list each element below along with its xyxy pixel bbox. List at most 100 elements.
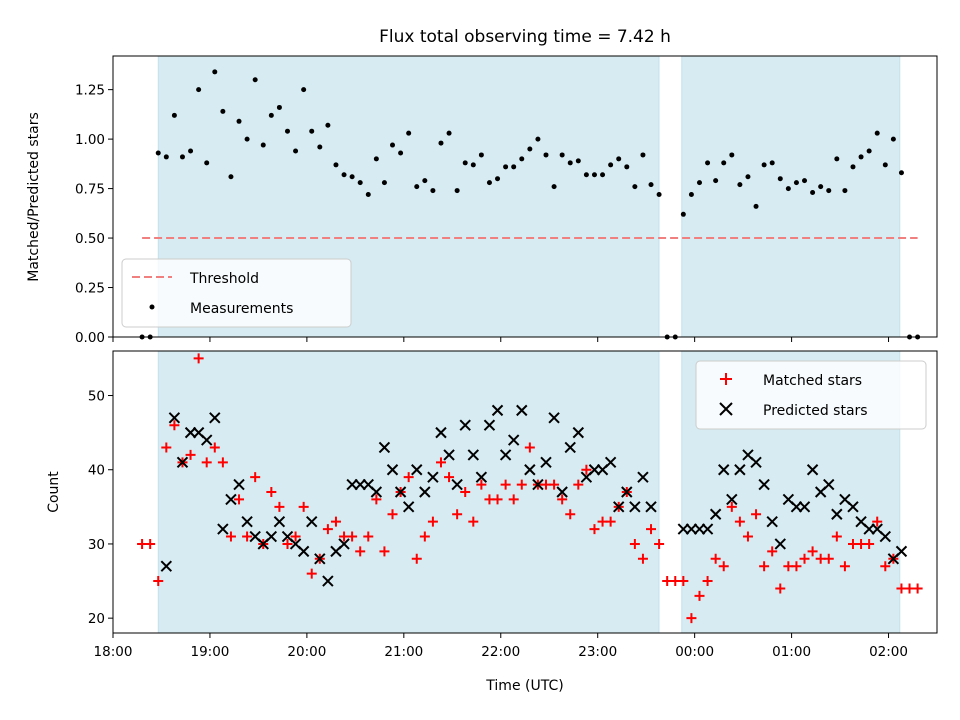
predicted-stars-point bbox=[895, 545, 908, 558]
matched-stars-point bbox=[718, 561, 729, 572]
predicted-stars-point bbox=[774, 538, 786, 550]
x-tick-label: 02:00 bbox=[869, 644, 908, 660]
predicted-stars-point bbox=[604, 456, 617, 469]
predicted-stars-point bbox=[378, 441, 391, 454]
predicted-stars-point bbox=[233, 478, 245, 491]
predicted-stars-point bbox=[451, 478, 463, 491]
matched-stars-point bbox=[549, 479, 560, 490]
measurement-point bbox=[373, 156, 379, 162]
predicted-stars-point bbox=[402, 501, 415, 513]
predicted-stars-point bbox=[564, 441, 576, 454]
predicted-stars-point bbox=[613, 501, 625, 513]
matched-stars-point bbox=[678, 576, 689, 587]
predicted-stars-point bbox=[338, 538, 350, 550]
measurement-point bbox=[575, 158, 581, 164]
matched-stars-point bbox=[637, 553, 648, 564]
measurement-point bbox=[802, 178, 808, 184]
matched-stars-point bbox=[557, 494, 568, 505]
predicted-stars-point bbox=[435, 426, 447, 439]
matched-stars-point bbox=[839, 561, 850, 572]
predicted-stars-point bbox=[241, 515, 253, 528]
measurement-point bbox=[680, 211, 686, 217]
measurement-point bbox=[729, 152, 735, 158]
x-axis-label: Time (UTC) bbox=[485, 678, 563, 694]
measurement-point bbox=[842, 188, 848, 194]
measurement-point bbox=[559, 152, 565, 158]
matched-stars-point bbox=[274, 501, 285, 512]
bottom-y-axis-label: Count bbox=[46, 471, 62, 513]
measurement-point bbox=[179, 154, 185, 160]
predicted-stars-point bbox=[160, 560, 173, 572]
measurement-point bbox=[527, 146, 533, 152]
y-tick-label: 40 bbox=[88, 463, 105, 479]
measurement-point bbox=[511, 164, 517, 170]
measurement-point bbox=[793, 180, 799, 186]
predicted-stars-point bbox=[823, 478, 835, 491]
legend-matched-swatch bbox=[720, 373, 732, 385]
measurement-point bbox=[858, 154, 864, 160]
measurement-point bbox=[478, 152, 484, 158]
predicted-stars-point bbox=[806, 464, 819, 476]
predicted-stars-point bbox=[427, 471, 439, 483]
bottom-legend-box bbox=[695, 360, 927, 430]
legend-matched-label: Matched stars bbox=[763, 373, 862, 389]
predicted-stars-point bbox=[225, 493, 237, 506]
top-y-axis-label: Matched/Predicted stars bbox=[26, 112, 42, 282]
matched-stars-point bbox=[435, 457, 446, 468]
matched-stars-point bbox=[605, 516, 616, 527]
observing-window-shading bbox=[157, 350, 660, 634]
matched-stars-point bbox=[565, 509, 576, 520]
matched-stars-point bbox=[524, 442, 535, 453]
y-tick-label: 0.50 bbox=[75, 231, 105, 247]
predicted-stars-point bbox=[532, 478, 544, 491]
measurement-point bbox=[462, 160, 468, 166]
matched-stars-point bbox=[371, 494, 382, 505]
measurement-point bbox=[381, 180, 387, 186]
predicted-stars-point bbox=[750, 456, 762, 469]
x-tick-label: 21:00 bbox=[384, 644, 423, 660]
matched-stars-point bbox=[880, 561, 891, 572]
measurement-point bbox=[648, 182, 654, 188]
predicted-stars-point bbox=[265, 530, 278, 543]
measurement-point bbox=[317, 144, 323, 150]
matched-stars-point bbox=[419, 531, 430, 542]
predicted-stars-point bbox=[217, 523, 229, 535]
measurement-point bbox=[721, 160, 727, 166]
measurement-point bbox=[204, 160, 210, 166]
matched-stars-point bbox=[355, 546, 366, 557]
y-tick-label: 30 bbox=[88, 537, 105, 553]
measurement-point bbox=[341, 172, 347, 178]
matched-stars-point bbox=[282, 538, 293, 549]
predicted-stars-point bbox=[209, 412, 221, 424]
measurement-point bbox=[503, 164, 509, 170]
x-tick-label: 00:00 bbox=[675, 644, 714, 660]
matched-stars-point bbox=[298, 501, 309, 512]
measurement-point bbox=[696, 180, 702, 186]
x-tick-label: 20:00 bbox=[287, 644, 326, 660]
measurement-point bbox=[284, 128, 290, 134]
predicted-stars-point bbox=[645, 501, 657, 513]
matched-stars-point bbox=[767, 546, 778, 557]
measurement-point bbox=[293, 148, 299, 154]
measurement-point bbox=[486, 180, 492, 186]
top-panel: 0.00 0.25 0.50 0.75 1.00 1.25 bbox=[75, 55, 938, 346]
matched-stars-point bbox=[145, 538, 156, 549]
predicted-stars-point bbox=[637, 471, 649, 483]
y-tick-label: 0.75 bbox=[75, 182, 105, 198]
predicted-stars-point bbox=[314, 553, 326, 565]
predicted-stars-point bbox=[879, 530, 892, 543]
measurement-point bbox=[705, 160, 711, 166]
predicted-stars-point bbox=[459, 419, 471, 431]
matched-stars-point bbox=[912, 583, 923, 594]
predicted-stars-point bbox=[718, 464, 730, 476]
matched-stars-point bbox=[702, 576, 713, 587]
matched-stars-point bbox=[403, 472, 414, 483]
measurement-point bbox=[535, 136, 541, 142]
predicted-stars-point bbox=[273, 515, 286, 528]
predicted-stars-point bbox=[726, 493, 738, 506]
matched-stars-point bbox=[363, 531, 374, 542]
measurement-point bbox=[785, 186, 791, 192]
predicted-stars-point bbox=[516, 404, 528, 417]
matched-stars-point bbox=[193, 353, 204, 364]
predicted-stars-point bbox=[411, 464, 423, 476]
